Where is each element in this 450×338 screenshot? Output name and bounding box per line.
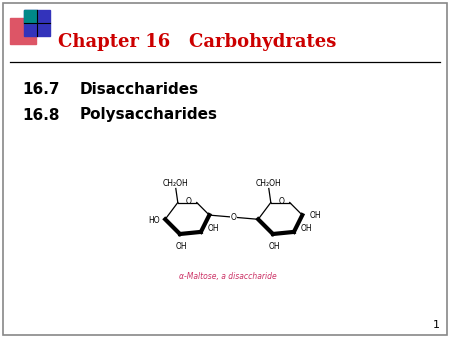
- Text: O: O: [278, 197, 284, 206]
- Text: HO: HO: [148, 216, 160, 225]
- Text: Chapter 16   Carbohydrates: Chapter 16 Carbohydrates: [58, 33, 337, 51]
- Text: O: O: [231, 213, 237, 222]
- Text: CH₂OH: CH₂OH: [256, 178, 282, 188]
- Text: OH: OH: [309, 211, 321, 220]
- Text: Disaccharides: Disaccharides: [80, 82, 199, 97]
- Text: CH₂OH: CH₂OH: [163, 178, 189, 188]
- Bar: [24, 10, 50, 36]
- Text: 16.8: 16.8: [22, 107, 59, 122]
- Text: 1: 1: [433, 320, 440, 330]
- Text: Polysaccharides: Polysaccharides: [80, 107, 218, 122]
- Text: 16.7: 16.7: [22, 82, 59, 97]
- Bar: [24, 10, 37, 23]
- Text: OH: OH: [208, 224, 220, 234]
- Text: O: O: [185, 197, 191, 206]
- Text: OH: OH: [269, 242, 281, 251]
- Text: OH: OH: [176, 242, 188, 251]
- Text: α-Maltose, a disaccharide: α-Maltose, a disaccharide: [179, 272, 277, 281]
- Text: OH: OH: [301, 224, 312, 234]
- Bar: [10, 18, 36, 44]
